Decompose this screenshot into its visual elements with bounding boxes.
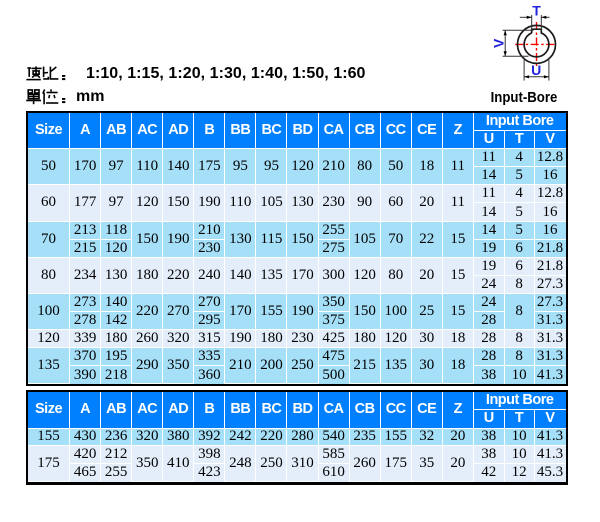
svg-text:T: T [532,3,541,19]
svg-text:U: U [531,62,541,78]
svg-text:V: V [490,38,506,48]
